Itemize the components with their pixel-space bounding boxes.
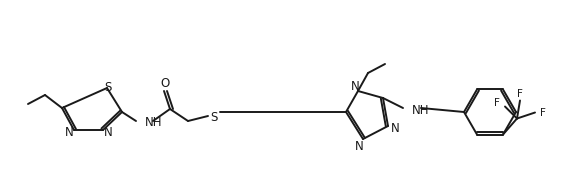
Text: NH: NH — [145, 116, 163, 129]
Text: S: S — [104, 81, 112, 94]
Text: O: O — [160, 76, 170, 89]
Text: F: F — [494, 97, 500, 108]
Text: N: N — [354, 140, 363, 153]
Text: N: N — [104, 126, 112, 139]
Text: NH: NH — [412, 103, 429, 116]
Text: N: N — [65, 126, 73, 139]
Text: N: N — [391, 121, 399, 134]
Text: F: F — [540, 108, 546, 118]
Text: N: N — [350, 79, 359, 92]
Text: F: F — [517, 89, 523, 99]
Text: S: S — [210, 110, 218, 124]
